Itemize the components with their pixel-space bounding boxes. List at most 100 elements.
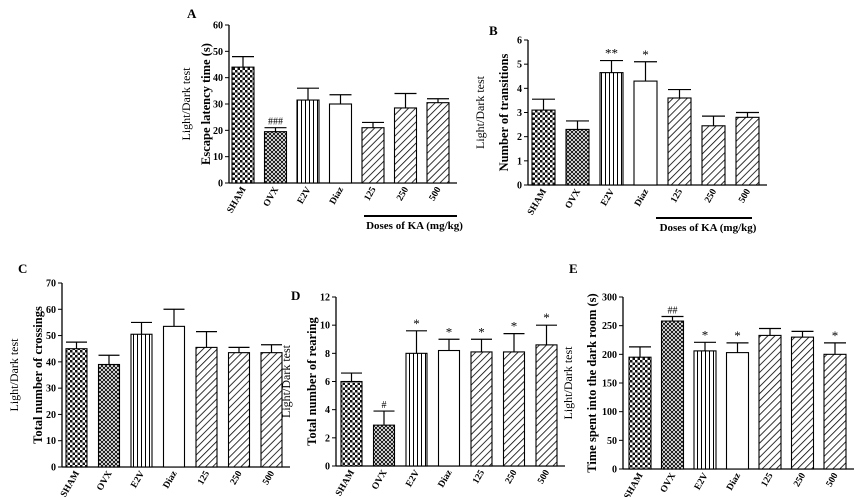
x-tick-label: 250 (703, 187, 719, 205)
x-tick-label: Diaz (633, 187, 651, 209)
y-tick-label: 20 (46, 410, 56, 421)
chart-panel-c: 010203040506070SHAMOVXE2VDiaz125250500Do… (7, 261, 290, 497)
y-tick-label: 250 (602, 321, 617, 332)
bar-sham (628, 356, 652, 470)
panel-letter: C (18, 261, 27, 276)
significance-mark: ** (605, 46, 618, 61)
y-tick-label: 50 (46, 331, 56, 342)
bar-250 (790, 336, 815, 470)
bar-diaz (328, 103, 353, 184)
significance-mark: * (642, 47, 649, 62)
x-tick-label: 500 (737, 187, 753, 205)
bar-125 (361, 127, 385, 184)
chart-panel-d: 024681012SHAM#OVX*E2V*Diaz*125*250*500Do… (279, 288, 565, 497)
x-tick-label: 125 (760, 471, 776, 489)
y-tick-label: 12 (320, 293, 330, 304)
chart-panel-e: 0 50 100 150 200 250 300 SHAM ## OVX * E2V * Diaz 125 2… (561, 261, 854, 497)
y-axis-label: Time spent into the dark room (s) (585, 293, 599, 472)
bar-sham (340, 380, 363, 467)
y-tick-label: 10 (46, 436, 56, 447)
x-tick-label: 250 (229, 469, 245, 487)
y-tick-label: 10 (213, 152, 223, 163)
y-tick-label: 6 (325, 377, 330, 388)
x-tick-label: 125 (363, 185, 379, 203)
bar-diaz (437, 349, 461, 467)
bar-ovx (97, 363, 121, 468)
significance-mark: * (543, 310, 550, 325)
bar-125 (758, 334, 782, 470)
y-tick-label: 2 (325, 433, 330, 444)
bar-500 (426, 102, 450, 184)
chart-panel-a: 0 10 20 30 40 50 60 SHAM ### OVX E2V Diaz 125 250 500 D… (179, 6, 463, 232)
y-tick-label: 4 (325, 405, 330, 416)
x-tick-label: 125 (669, 187, 685, 205)
bar-sham (65, 348, 88, 468)
x-tick-label: 250 (395, 185, 411, 203)
bar-250 (393, 107, 418, 184)
bar-e2v (130, 333, 153, 468)
x-tick-label: 500 (261, 469, 277, 487)
x-tick-label: SHAM (623, 471, 646, 497)
x-tick-label: Diaz (328, 185, 346, 207)
bar-250 (502, 351, 526, 467)
bar-250 (701, 125, 726, 186)
chart-panel-b: 0 1 2 3 4 5 6 SHAM OVX ** E2V * Diaz 125 250 500 Doses o… (473, 23, 767, 234)
dose-group-label: Doses of KA (mg/kg) (660, 222, 757, 234)
x-tick-label: OVX (262, 185, 281, 208)
bar-ovx (660, 320, 685, 470)
significance-mark: # (382, 400, 387, 411)
x-tick-label: 125 (471, 468, 487, 486)
x-tick-label: SHAM (59, 469, 82, 497)
bar-diaz (162, 325, 186, 468)
y-tick-label: 30 (213, 100, 223, 111)
bar-sham (531, 109, 556, 186)
y-axis-label: Light/Dark test (179, 67, 193, 141)
y-tick-label: 0 (51, 463, 56, 474)
y-tick-label: 40 (46, 357, 56, 368)
bar-250 (227, 352, 251, 468)
x-tick-label: Diaz (437, 468, 455, 490)
x-tick-label: 500 (536, 468, 552, 486)
y-tick-label: 6 (517, 36, 522, 47)
x-tick-label: Diaz (725, 471, 743, 493)
x-tick-label: SHAM (334, 468, 357, 497)
bar-125 (667, 97, 692, 186)
bar-e2v (693, 350, 717, 470)
significance-mark: * (702, 327, 709, 342)
bar-ovx (372, 424, 396, 467)
y-axis-label: Light/Dark test (7, 338, 21, 412)
x-tick-label: OVX (370, 468, 389, 491)
y-tick-label: 60 (46, 305, 56, 316)
x-tick-label: OVX (659, 471, 678, 494)
y-tick-label: 10 (320, 321, 330, 332)
y-tick-label: 3 (517, 108, 522, 119)
panel-letter: B (489, 23, 498, 38)
bar-500 (735, 116, 760, 186)
y-axis-label: Number of transitions (497, 53, 511, 171)
y-tick-label: 2 (517, 132, 522, 143)
bar-diaz (725, 352, 750, 470)
x-tick-label: E2V (404, 468, 422, 489)
y-tick-label: 1 (517, 156, 522, 167)
y-tick-label: 4 (517, 84, 522, 95)
x-tick-label: 250 (792, 471, 808, 489)
significance-mark: * (478, 324, 485, 339)
dose-group-label: Doses of KA (mg/kg) (366, 220, 463, 232)
y-tick-label: 0 (612, 465, 617, 476)
x-tick-label: OVX (564, 187, 583, 210)
bar-e2v (599, 72, 624, 186)
y-axis-label: Light/Dark test (279, 344, 293, 418)
x-tick-label: Diaz (162, 469, 180, 491)
bar-125 (470, 351, 493, 467)
significance-mark: ## (668, 305, 678, 316)
bar-500 (535, 344, 558, 467)
bar-ovx (565, 128, 590, 186)
x-tick-label: E2V (599, 187, 617, 208)
x-tick-label: 125 (196, 469, 212, 487)
x-tick-label: SHAM (526, 187, 549, 217)
panel-letter: E (569, 261, 578, 276)
bar-ovx (263, 131, 288, 184)
y-axis-label: Light/Dark test (561, 346, 575, 420)
bar-125 (195, 346, 218, 468)
